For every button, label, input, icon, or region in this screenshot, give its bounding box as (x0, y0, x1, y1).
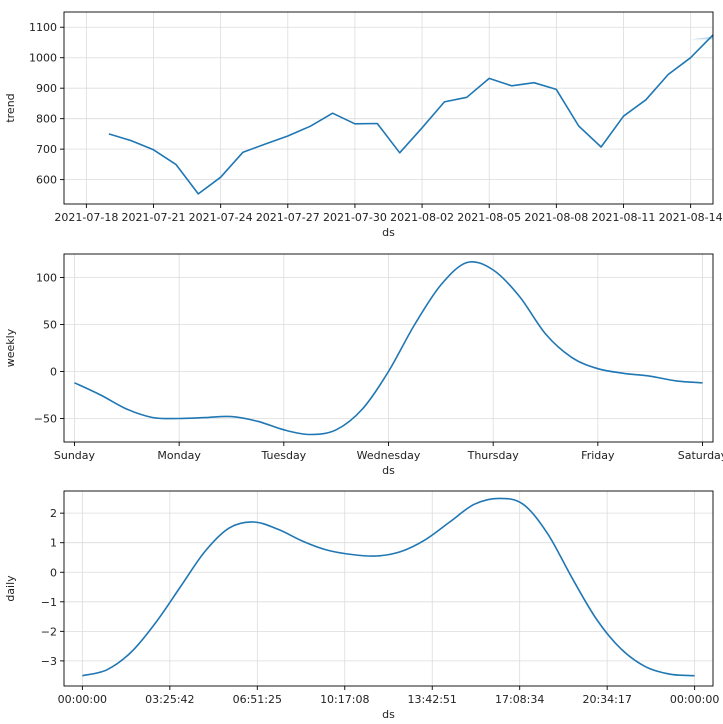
daily-y-tick-label: 2 (50, 507, 57, 520)
trend-x-tick-label: 2021-08-08 (524, 211, 588, 224)
weekly-y-tick-label: −50 (34, 413, 57, 426)
trend-y-tick-label: 1100 (29, 21, 57, 34)
daily-x-tick-label: 00:00:00 (670, 693, 719, 706)
weekly-x-tick-label: Tuesday (260, 449, 306, 462)
trend-x-tick-label: 2021-08-02 (390, 211, 454, 224)
daily-y-tick-label: −3 (41, 655, 57, 668)
daily-y-axis-label: daily (4, 575, 17, 602)
weekly-y-tick-label: 0 (50, 366, 57, 379)
daily-x-tick-label: 17:08:34 (495, 693, 544, 706)
weekly-panel: −50 0 50 100 Sunday Monday Tuesday Wednesday Thu… (4, 253, 723, 477)
daily-y-tick-label: −1 (41, 596, 57, 609)
daily-plot-frame (63, 490, 714, 687)
daily-x-tick-label: 20:34:17 (582, 693, 631, 706)
daily-y-tick-label: 1 (50, 537, 57, 550)
daily-x-tick-label: 03:25:42 (145, 693, 194, 706)
trend-x-tick-label: 2021-08-11 (592, 211, 656, 224)
weekly-x-axis-label: ds (382, 464, 395, 477)
trend-y-tick-label: 900 (36, 82, 57, 95)
trend-plot-frame (63, 11, 714, 205)
trend-x-axis-label: ds (382, 226, 395, 239)
daily-x-tick-label: 06:51:25 (233, 693, 282, 706)
weekly-x-tick-label: Friday (581, 449, 615, 462)
weekly-x-tick-label: Monday (157, 449, 201, 462)
weekly-x-tick-label: Thursday (467, 449, 520, 462)
trend-x-tick-label: 2021-08-05 (457, 211, 521, 224)
trend-y-axis-label: trend (4, 93, 17, 122)
daily-x-tick-label: 10:17:08 (320, 693, 369, 706)
daily-series-line (82, 497, 695, 677)
trend-panel: 600 700 800 900 1000 1100 2021-07-18 2021-07-21… (4, 11, 723, 239)
trend-y-tick-label: 1000 (29, 52, 57, 65)
trend-x-tick-label: 2021-07-27 (256, 211, 320, 224)
trend-x-tick-label: 2021-07-21 (122, 211, 186, 224)
daily-x-tick-label: 13:42:51 (408, 693, 457, 706)
weekly-y-tick-label: 50 (43, 319, 57, 332)
daily-y-tick-label: 0 (50, 566, 57, 579)
daily-x-tick-label: 00:00:00 (58, 693, 107, 706)
weekly-x-tick-label: Sunday (54, 449, 96, 462)
trend-x-tick-label: 2021-08-14 (659, 211, 723, 224)
trend-series-line (108, 34, 714, 195)
daily-panel: −3 −2 −1 0 1 2 00:00:00 03:25:42 06:51:25 10:17:0… (4, 490, 719, 721)
trend-y-tick-label: 700 (36, 143, 57, 156)
daily-x-axis-label: ds (382, 708, 395, 721)
weekly-y-tick-label: 100 (36, 272, 57, 285)
trend-x-tick-label: 2021-07-30 (323, 211, 387, 224)
trend-x-tick-label: 2021-07-18 (54, 211, 118, 224)
daily-y-tick-label: −2 (41, 625, 57, 638)
weekly-series-line (74, 261, 703, 436)
weekly-x-tick-label: Wednesday (357, 449, 421, 462)
trend-y-tick-label: 800 (36, 113, 57, 126)
trend-x-tick-label: 2021-07-24 (189, 211, 253, 224)
weekly-x-tick-label: Saturday (678, 449, 723, 462)
weekly-plot-frame (63, 253, 714, 443)
trend-y-tick-label: 600 (36, 174, 57, 187)
weekly-y-axis-label: weekly (4, 328, 17, 367)
